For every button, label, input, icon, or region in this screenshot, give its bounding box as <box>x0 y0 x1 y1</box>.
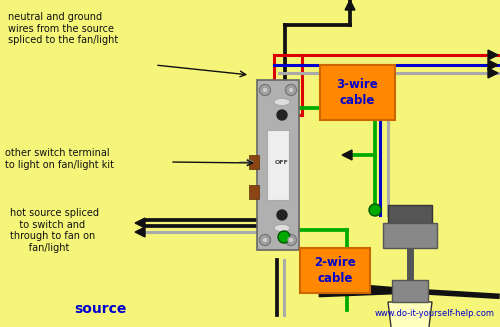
Circle shape <box>286 234 296 246</box>
Bar <box>249 185 259 199</box>
Polygon shape <box>342 150 352 160</box>
Bar <box>388 205 432 223</box>
Circle shape <box>260 234 270 246</box>
Circle shape <box>277 210 287 220</box>
Circle shape <box>262 237 268 243</box>
Bar <box>267 130 289 200</box>
Text: source: source <box>74 302 126 316</box>
Polygon shape <box>488 60 498 70</box>
Ellipse shape <box>274 225 290 232</box>
Circle shape <box>288 237 294 243</box>
Text: 3-wire
cable: 3-wire cable <box>336 78 378 107</box>
Circle shape <box>278 231 290 243</box>
Bar <box>392 280 428 302</box>
Polygon shape <box>488 50 498 60</box>
Text: neutral and ground
wires from the source
spliced to the fan/light: neutral and ground wires from the source… <box>8 12 118 45</box>
Bar <box>249 155 259 169</box>
Text: www.do-it-yourself-help.com: www.do-it-yourself-help.com <box>375 309 495 318</box>
Polygon shape <box>135 218 145 228</box>
Polygon shape <box>488 68 498 78</box>
Bar <box>383 223 437 248</box>
Circle shape <box>369 204 381 216</box>
Polygon shape <box>135 227 145 237</box>
Bar <box>257 80 299 250</box>
Polygon shape <box>327 103 337 113</box>
Circle shape <box>277 110 287 120</box>
Circle shape <box>262 87 268 93</box>
Polygon shape <box>388 302 432 327</box>
Text: other switch terminal
to light on fan/light kit: other switch terminal to light on fan/li… <box>5 148 114 170</box>
Circle shape <box>288 87 294 93</box>
Bar <box>300 248 370 293</box>
Circle shape <box>260 84 270 95</box>
Polygon shape <box>345 0 355 10</box>
Circle shape <box>286 84 296 95</box>
Text: 2-wire
cable: 2-wire cable <box>314 256 356 284</box>
Text: OFF: OFF <box>275 160 289 164</box>
Text: hot source spliced
   to switch and
through to fan on
      fan/light: hot source spliced to switch and through… <box>10 208 99 253</box>
Ellipse shape <box>274 98 290 106</box>
Bar <box>320 65 395 120</box>
